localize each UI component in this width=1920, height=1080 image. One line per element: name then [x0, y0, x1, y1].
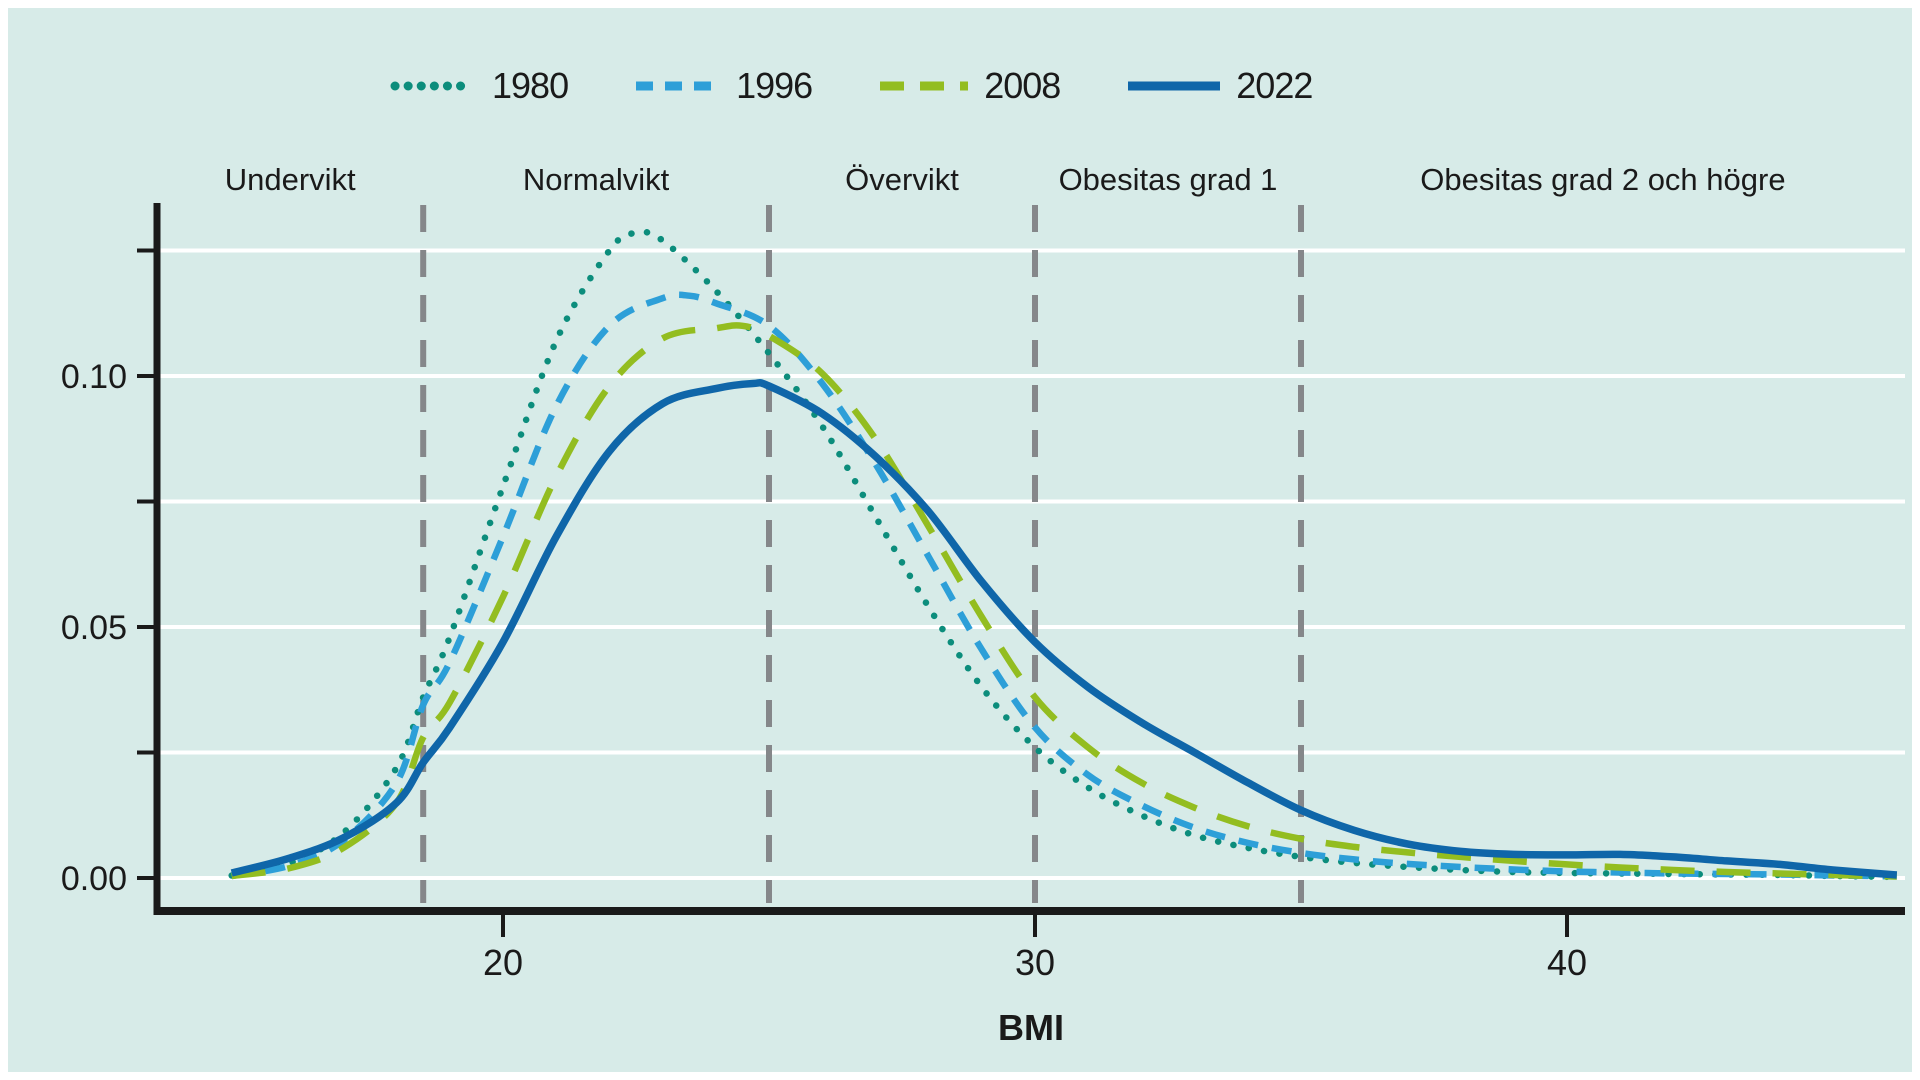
curve-2022: [230, 378, 1898, 879]
curve-1980: [228, 228, 1901, 881]
legend-label: 1980: [492, 65, 569, 106]
category-label-4: Obesitas grad 2 och högre: [1420, 162, 1785, 197]
x-tick-label-20: 20: [483, 942, 523, 983]
legend-label: 1996: [736, 65, 813, 106]
legend-item-2008: 2008: [878, 65, 1061, 107]
category-label-1: Normalvikt: [523, 162, 670, 197]
legend-label: 2022: [1236, 65, 1313, 106]
legend-line-2008-icon: [880, 81, 969, 91]
x-axis-title: BMI: [998, 1007, 1064, 1048]
legend-item-1980: 1980: [390, 65, 569, 107]
y-tick-label-0.00: 0.00: [61, 860, 127, 898]
legend-label: 2008: [984, 65, 1061, 106]
legend-line-1980-icon: [390, 81, 478, 91]
y-tick-label-0.10: 0.10: [61, 358, 127, 396]
curve-1996: [231, 291, 1897, 880]
category-label-3: Obesitas grad 1: [1059, 162, 1278, 197]
chart-legend: 1980 1996 2008 2022: [390, 58, 1313, 114]
legend-line-1996-icon: [636, 81, 721, 91]
chart-card: [8, 8, 1912, 1072]
y-tick-label-0.05: 0.05: [61, 609, 127, 647]
category-label-2: Övervikt: [845, 162, 959, 197]
legend-item-2022: 2022: [1126, 65, 1313, 107]
curve-2008: [231, 322, 1897, 880]
x-tick-label-30: 30: [1015, 942, 1055, 983]
legend-line-2022-icon: [1128, 81, 1221, 91]
category-label-0: Undervikt: [225, 162, 356, 197]
x-tick-label-40: 40: [1547, 942, 1587, 983]
legend-item-1996: 1996: [634, 65, 813, 107]
